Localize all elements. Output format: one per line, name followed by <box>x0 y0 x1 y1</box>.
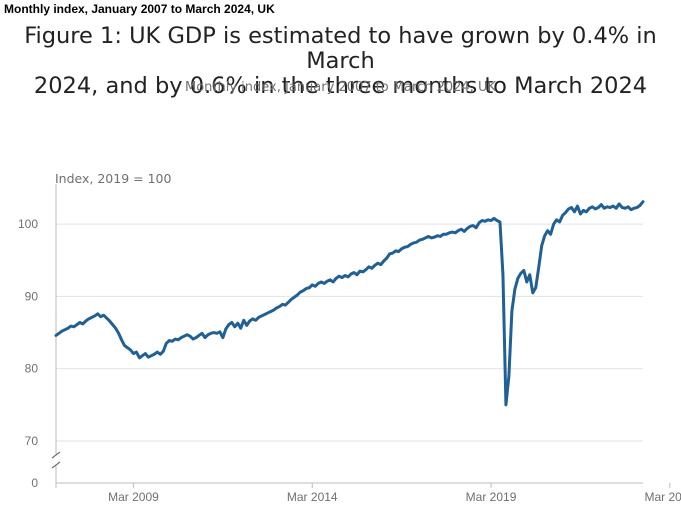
y-tick-label-80: 80 <box>25 362 39 376</box>
series-line-gdp-index <box>54 200 645 407</box>
chart-title-line-2: 2024, and by 0.6% in the three months to… <box>33 73 648 99</box>
y-axis-title: Index, 2019 = 100 <box>55 171 171 186</box>
axis-break-mark <box>51 451 61 469</box>
x-tick-label-0: Mar 2009 <box>108 490 159 504</box>
y-tick-label-90: 90 <box>25 289 39 303</box>
gridlines <box>56 223 643 484</box>
x-tick-label-1: Mar 2014 <box>287 490 338 504</box>
series-layer <box>54 200 645 407</box>
axis-labels: 0 70 80 90 100 Index, 2019 = 100 Mar 2009 Mar 2… <box>18 171 681 504</box>
y-tick-label-70: 70 <box>25 434 39 448</box>
chart-subtitle: Monthly index, January 2007 to March 202… <box>185 80 496 95</box>
axes <box>51 184 671 488</box>
x-tick-label-2: Mar 2019 <box>466 490 517 504</box>
chart-title-line-1: Figure 1: UK GDP is estimated to have gr… <box>24 23 657 74</box>
x-tick-label-3: Mar 2024 <box>644 490 681 504</box>
y-tick-label-0: 0 <box>31 476 38 490</box>
chart-title: Figure 1: UK GDP is estimated to have gr… <box>0 24 681 99</box>
top-caption: Monthly index, January 2007 to March 202… <box>4 2 275 16</box>
y-tick-label-100: 100 <box>18 217 38 231</box>
